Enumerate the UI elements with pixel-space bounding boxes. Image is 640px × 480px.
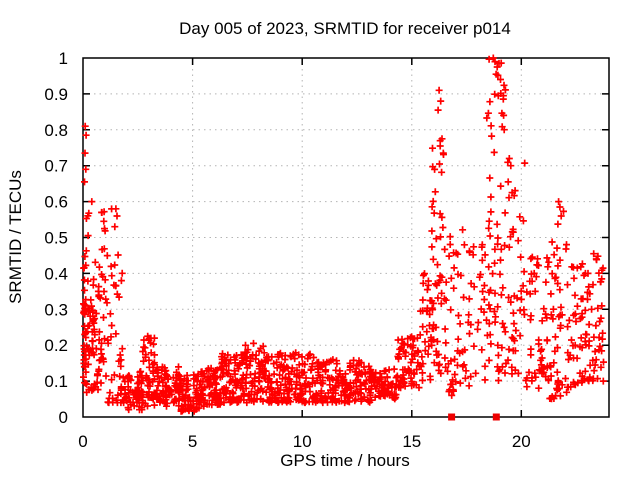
tick-labels: 0 5 10 15 20 0 0.1 0.2 0.3 0.4 0.5 0.6 0.7 0.8 0.9 1: [44, 49, 530, 451]
y-tick-label: 0.3: [44, 300, 68, 319]
y-tick-label: 0: [59, 408, 68, 427]
x-tick-label: 15: [402, 432, 421, 451]
y-tick-label: 1: [59, 49, 68, 68]
y-tick-label: 0.8: [44, 121, 68, 140]
chart-title: Day 005 of 2023, SRMTID for receiver p01…: [179, 19, 511, 38]
x-axis-label: GPS time / hours: [280, 451, 409, 470]
flag-square-marker: [492, 413, 500, 421]
flagged-points: [448, 413, 500, 421]
y-tick-label: 0.5: [44, 229, 68, 248]
x-tick-label: 10: [293, 432, 312, 451]
x-tick-label: 5: [188, 432, 197, 451]
y-tick-label: 0.2: [44, 336, 68, 355]
data-points: [80, 54, 607, 415]
srmtid-plus-markers: [80, 54, 607, 415]
flag-square-marker: [448, 413, 456, 421]
x-tick-label: 20: [512, 432, 531, 451]
y-tick-label: 0.4: [44, 264, 68, 283]
y-tick-label: 0.9: [44, 85, 68, 104]
y-tick-label: 0.7: [44, 157, 68, 176]
y-axis-label: SRMTID / TECUs: [6, 170, 25, 304]
y-tick-label: 0.6: [44, 193, 68, 212]
y-tick-label: 0.1: [44, 372, 68, 391]
x-tick-label: 0: [78, 432, 87, 451]
